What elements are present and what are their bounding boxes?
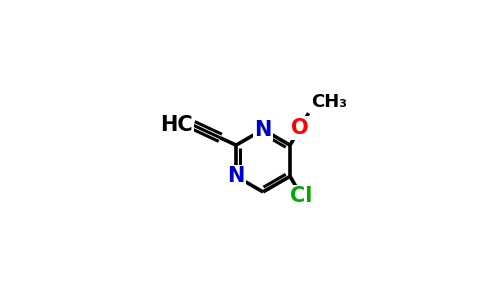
Text: N: N [255,120,272,140]
Text: Cl: Cl [290,186,313,206]
Text: HC: HC [161,115,193,135]
Text: O: O [291,118,309,138]
Text: CH₃: CH₃ [311,93,347,111]
Text: N: N [227,166,245,186]
